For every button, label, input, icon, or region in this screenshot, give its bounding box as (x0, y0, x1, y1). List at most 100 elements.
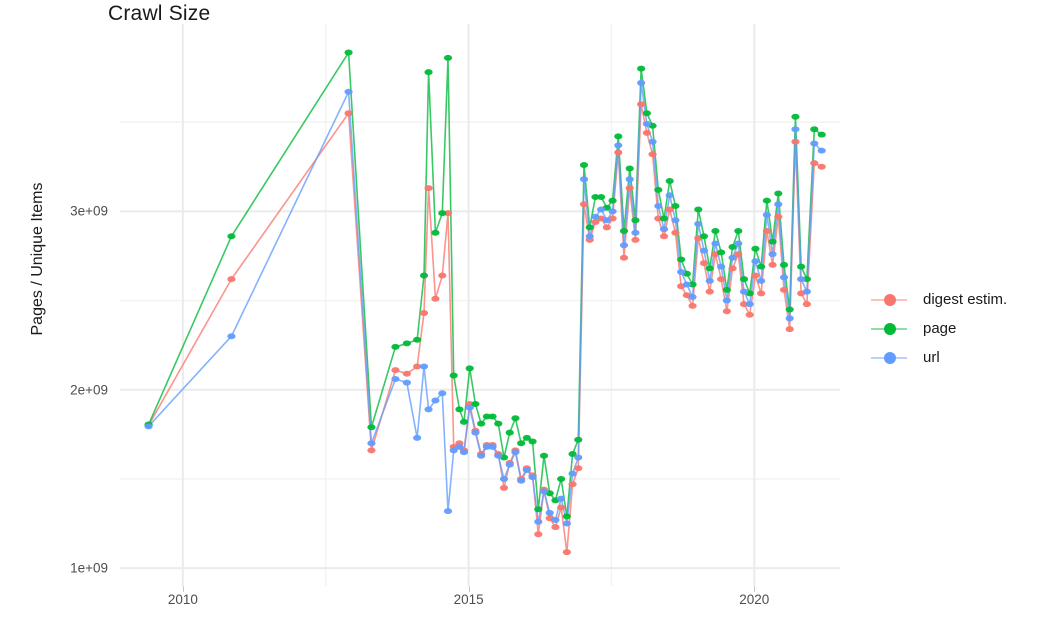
data-point (522, 467, 531, 474)
data-point (402, 340, 411, 347)
data-point (751, 245, 760, 252)
data-point (443, 508, 453, 515)
data-point (413, 336, 422, 343)
data-point (665, 206, 674, 213)
data-point (728, 244, 737, 251)
y-axis-tick-labels: 1e+09 2e+09 3e+09 (0, 24, 108, 586)
data-point (631, 217, 640, 224)
data-point (534, 531, 543, 538)
data-point (413, 363, 422, 370)
data-point (619, 227, 629, 234)
data-point (797, 276, 806, 283)
data-point (699, 233, 709, 240)
data-point (227, 233, 236, 240)
data-point (402, 379, 411, 386)
data-point (494, 420, 503, 427)
data-point (688, 302, 697, 309)
data-point (424, 69, 433, 76)
data-point (671, 229, 680, 236)
data-point (705, 277, 714, 284)
data-point (597, 206, 606, 213)
data-point (443, 54, 453, 61)
data-point (344, 88, 353, 95)
data-point (768, 261, 777, 268)
y-axis-tick-label: 3e+09 (70, 203, 108, 219)
data-point (654, 202, 663, 209)
data-point (459, 449, 469, 456)
data-point (717, 263, 726, 270)
data-point (574, 465, 583, 472)
data-point (817, 163, 826, 170)
data-point (402, 370, 411, 377)
data-point (227, 276, 236, 283)
data-point (534, 506, 543, 513)
data-point (734, 227, 743, 234)
data-point (665, 192, 674, 199)
data-point (768, 251, 777, 258)
data-point (539, 488, 549, 495)
x-axis-tick-labels: 2010 2015 2020 (120, 592, 840, 616)
data-point (424, 406, 433, 413)
data-point (728, 265, 737, 272)
data-point (608, 197, 617, 204)
data-point (785, 315, 794, 322)
data-point (539, 452, 549, 459)
data-point (608, 208, 617, 215)
x-axis-tick-mark (468, 586, 470, 592)
data-point (419, 272, 429, 279)
x-axis-tick-mark (754, 586, 756, 592)
series-line-url (147, 82, 823, 525)
data-point (757, 263, 766, 270)
data-point (774, 190, 783, 197)
data-point (557, 495, 566, 502)
data-point (494, 452, 503, 459)
data-point (591, 213, 600, 220)
data-point (528, 474, 537, 481)
plot-area (120, 24, 840, 586)
data-point (671, 217, 680, 224)
data-point (585, 224, 594, 231)
data-point (659, 226, 669, 233)
legend-dot-swatch (884, 351, 896, 364)
data-point (482, 413, 491, 420)
data-point (517, 477, 526, 484)
data-point (648, 138, 657, 145)
x-axis-tick-label: 2020 (739, 592, 770, 607)
data-point (419, 363, 429, 370)
data-point (511, 449, 520, 456)
data-point (562, 549, 571, 556)
data-point (711, 240, 720, 247)
data-point (144, 423, 153, 430)
data-point (344, 110, 353, 117)
data-point (631, 229, 640, 236)
data-point (659, 233, 669, 240)
data-point (817, 131, 826, 138)
data-point (602, 224, 611, 231)
data-point (699, 247, 709, 254)
data-point (499, 475, 509, 482)
data-point (545, 509, 554, 516)
data-point (694, 220, 703, 227)
data-point (677, 256, 686, 263)
data-point (699, 260, 709, 267)
data-point (637, 101, 646, 108)
data-point (477, 420, 486, 427)
data-point (688, 293, 697, 300)
data-point (455, 443, 464, 450)
data-point (757, 277, 766, 284)
data-point (722, 286, 731, 293)
legend-item-page[interactable]: page (869, 314, 1049, 343)
legend-item-url[interactable]: url (869, 343, 1049, 372)
data-point (677, 268, 686, 275)
data-point (751, 258, 760, 265)
data-point (728, 254, 737, 261)
data-point (711, 227, 720, 234)
data-point (449, 372, 458, 379)
data-point (779, 261, 789, 268)
data-point (625, 176, 634, 183)
data-point (465, 365, 474, 372)
data-point (682, 281, 691, 288)
data-point (579, 176, 589, 183)
data-point (438, 272, 447, 279)
legend-item-digestestim[interactable]: digest estim. (869, 285, 1049, 314)
